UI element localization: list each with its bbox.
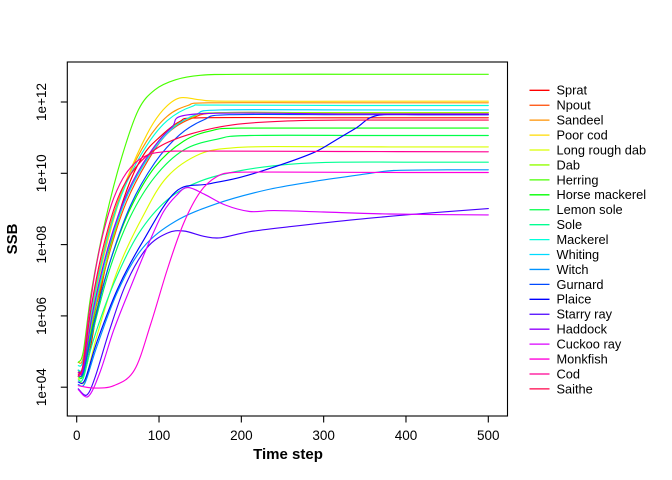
series-line-mackerel bbox=[77, 104, 489, 367]
y-axis: 1e+04 1e+06 1e+08 1e+10 1e+12 bbox=[34, 83, 68, 406]
legend-item-lemon-sole: Lemon sole bbox=[529, 202, 623, 217]
y-tick-label-1e+10: 1e+10 bbox=[34, 154, 49, 192]
legend-label-mackerel: Mackerel bbox=[557, 232, 609, 247]
series-line-plaice bbox=[77, 113, 489, 385]
legend-item-witch: Witch bbox=[529, 262, 589, 277]
legend-item-gurnard: Gurnard bbox=[529, 277, 604, 292]
legend-label-witch: Witch bbox=[557, 262, 589, 277]
y-axis-title: SSB bbox=[4, 223, 21, 254]
legend-label-npout: Npout bbox=[557, 98, 592, 113]
y-tick-label-1e+08: 1e+08 bbox=[34, 226, 49, 264]
legend-item-sole: Sole bbox=[529, 217, 583, 232]
x-tick-label-500: 500 bbox=[477, 428, 500, 443]
x-axis: 0 100 200 300 400 500 bbox=[73, 416, 500, 443]
series-line-lemon-sole bbox=[77, 134, 489, 380]
series-line-poor-cod bbox=[77, 96, 489, 373]
legend-item-mackerel: Mackerel bbox=[529, 232, 609, 247]
legend-item-npout: Npout bbox=[529, 98, 592, 113]
series-line-horse-mackerel bbox=[77, 127, 489, 373]
legend-label-gurnard: Gurnard bbox=[557, 277, 604, 292]
legend-item-long-rough-dab: Long rough dab bbox=[529, 142, 647, 157]
legend-label-cuckoo-ray: Cuckoo ray bbox=[557, 337, 622, 352]
series-lines bbox=[77, 73, 489, 398]
legend-label-sole: Sole bbox=[557, 217, 583, 232]
legend-label-plaice: Plaice bbox=[557, 292, 592, 307]
legend-item-saithe: Saithe bbox=[529, 381, 593, 396]
legend-label-sprat: Sprat bbox=[557, 83, 588, 98]
legend-label-sandeel: Sandeel bbox=[557, 113, 604, 128]
legend-item-sandeel: Sandeel bbox=[529, 113, 604, 128]
legend-item-cod: Cod bbox=[529, 366, 580, 381]
series-line-sole bbox=[77, 161, 489, 383]
series-line-cod bbox=[77, 150, 489, 378]
legend-item-herring: Herring bbox=[529, 172, 599, 187]
legend-label-herring: Herring bbox=[557, 172, 599, 187]
legend-label-saithe: Saithe bbox=[557, 381, 593, 396]
legend-label-monkfish: Monkfish bbox=[557, 351, 608, 366]
legend-label-poor-cod: Poor cod bbox=[557, 127, 608, 142]
legend-label-whiting: Whiting bbox=[557, 247, 600, 262]
legend-item-haddock: Haddock bbox=[529, 322, 608, 337]
legend-label-cod: Cod bbox=[557, 366, 580, 381]
x-tick-label-400: 400 bbox=[395, 428, 418, 443]
legend-item-whiting: Whiting bbox=[529, 247, 600, 262]
legend-label-lemon-sole: Lemon sole bbox=[557, 202, 623, 217]
legend-item-plaice: Plaice bbox=[529, 292, 592, 307]
legend-item-cuckoo-ray: Cuckoo ray bbox=[529, 337, 622, 352]
legend-label-horse-mackerel: Horse mackerel bbox=[557, 187, 647, 202]
series-line-monkfish bbox=[77, 171, 489, 389]
series-line-sandeel bbox=[77, 102, 489, 364]
legend-item-monkfish: Monkfish bbox=[529, 351, 608, 366]
x-axis-title: Time step bbox=[253, 446, 323, 463]
series-line-witch bbox=[77, 169, 489, 387]
legend-item-sprat: Sprat bbox=[529, 83, 588, 98]
y-tick-label-1e+04: 1e+04 bbox=[34, 368, 49, 406]
legend-item-dab: Dab bbox=[529, 157, 580, 172]
legend-item-horse-mackerel: Horse mackerel bbox=[529, 187, 647, 202]
series-line-starry-ray bbox=[77, 208, 489, 396]
series-line-herring bbox=[77, 73, 489, 363]
y-tick-label-1e+06: 1e+06 bbox=[34, 297, 49, 335]
legend-label-haddock: Haddock bbox=[557, 322, 608, 337]
series-line-saithe bbox=[77, 119, 489, 376]
legend-label-long-rough-dab: Long rough dab bbox=[557, 142, 647, 157]
legend-item-starry-ray: Starry ray bbox=[529, 307, 613, 322]
y-tick-label-1e+12: 1e+12 bbox=[34, 83, 49, 121]
legend-label-dab: Dab bbox=[557, 157, 580, 172]
x-tick-label-100: 100 bbox=[148, 428, 171, 443]
series-line-long-rough-dab bbox=[77, 146, 489, 385]
series-line-cuckoo-ray bbox=[77, 186, 489, 398]
x-tick-label-300: 300 bbox=[312, 428, 335, 443]
plot-border bbox=[66, 61, 509, 417]
legend-label-starry-ray: Starry ray bbox=[557, 307, 613, 322]
x-tick-label-0: 0 bbox=[73, 428, 81, 443]
x-tick-label-200: 200 bbox=[230, 428, 253, 443]
legend-item-poor-cod: Poor cod bbox=[529, 127, 608, 142]
